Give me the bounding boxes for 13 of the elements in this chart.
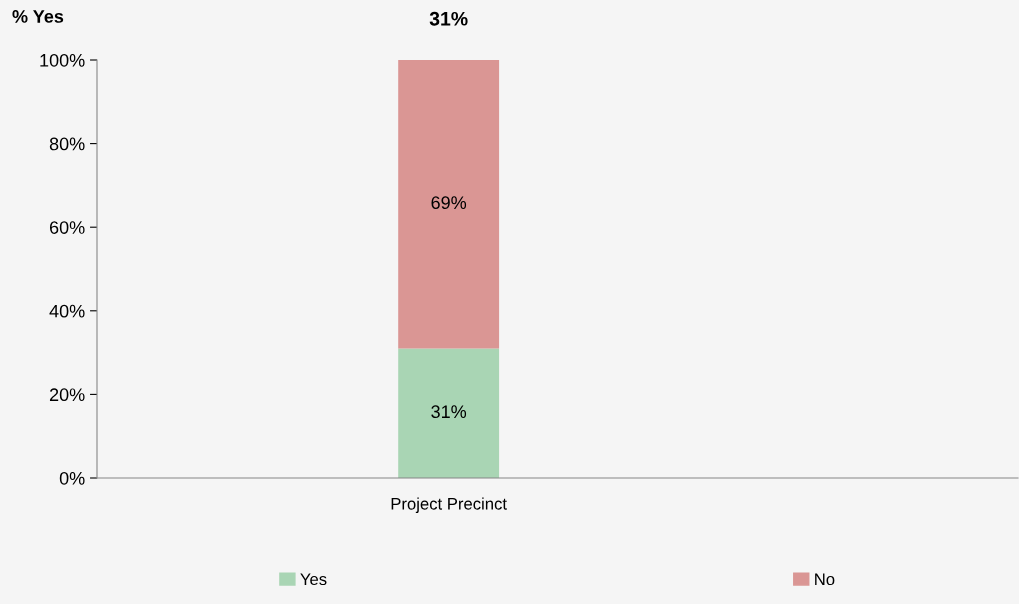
legend-label: No	[815, 573, 835, 586]
y-axis-title: % Yes	[12, 10, 64, 23]
y-tick-label: 100%	[40, 53, 85, 67]
x-tick-label: Project Precinct	[391, 497, 507, 513]
y-tick-label: 80%	[49, 137, 85, 151]
y-tick-label: 40%	[49, 304, 85, 318]
y-tick-label: 0%	[59, 471, 85, 485]
y-tick-label: 20%	[49, 388, 85, 402]
text: 31%	[429, 11, 468, 26]
y-tick-label: 60%	[49, 221, 85, 234]
legend-label: Yes	[300, 573, 327, 586]
data-label: 31%	[431, 405, 467, 419]
data-label: 69%	[431, 196, 467, 210]
